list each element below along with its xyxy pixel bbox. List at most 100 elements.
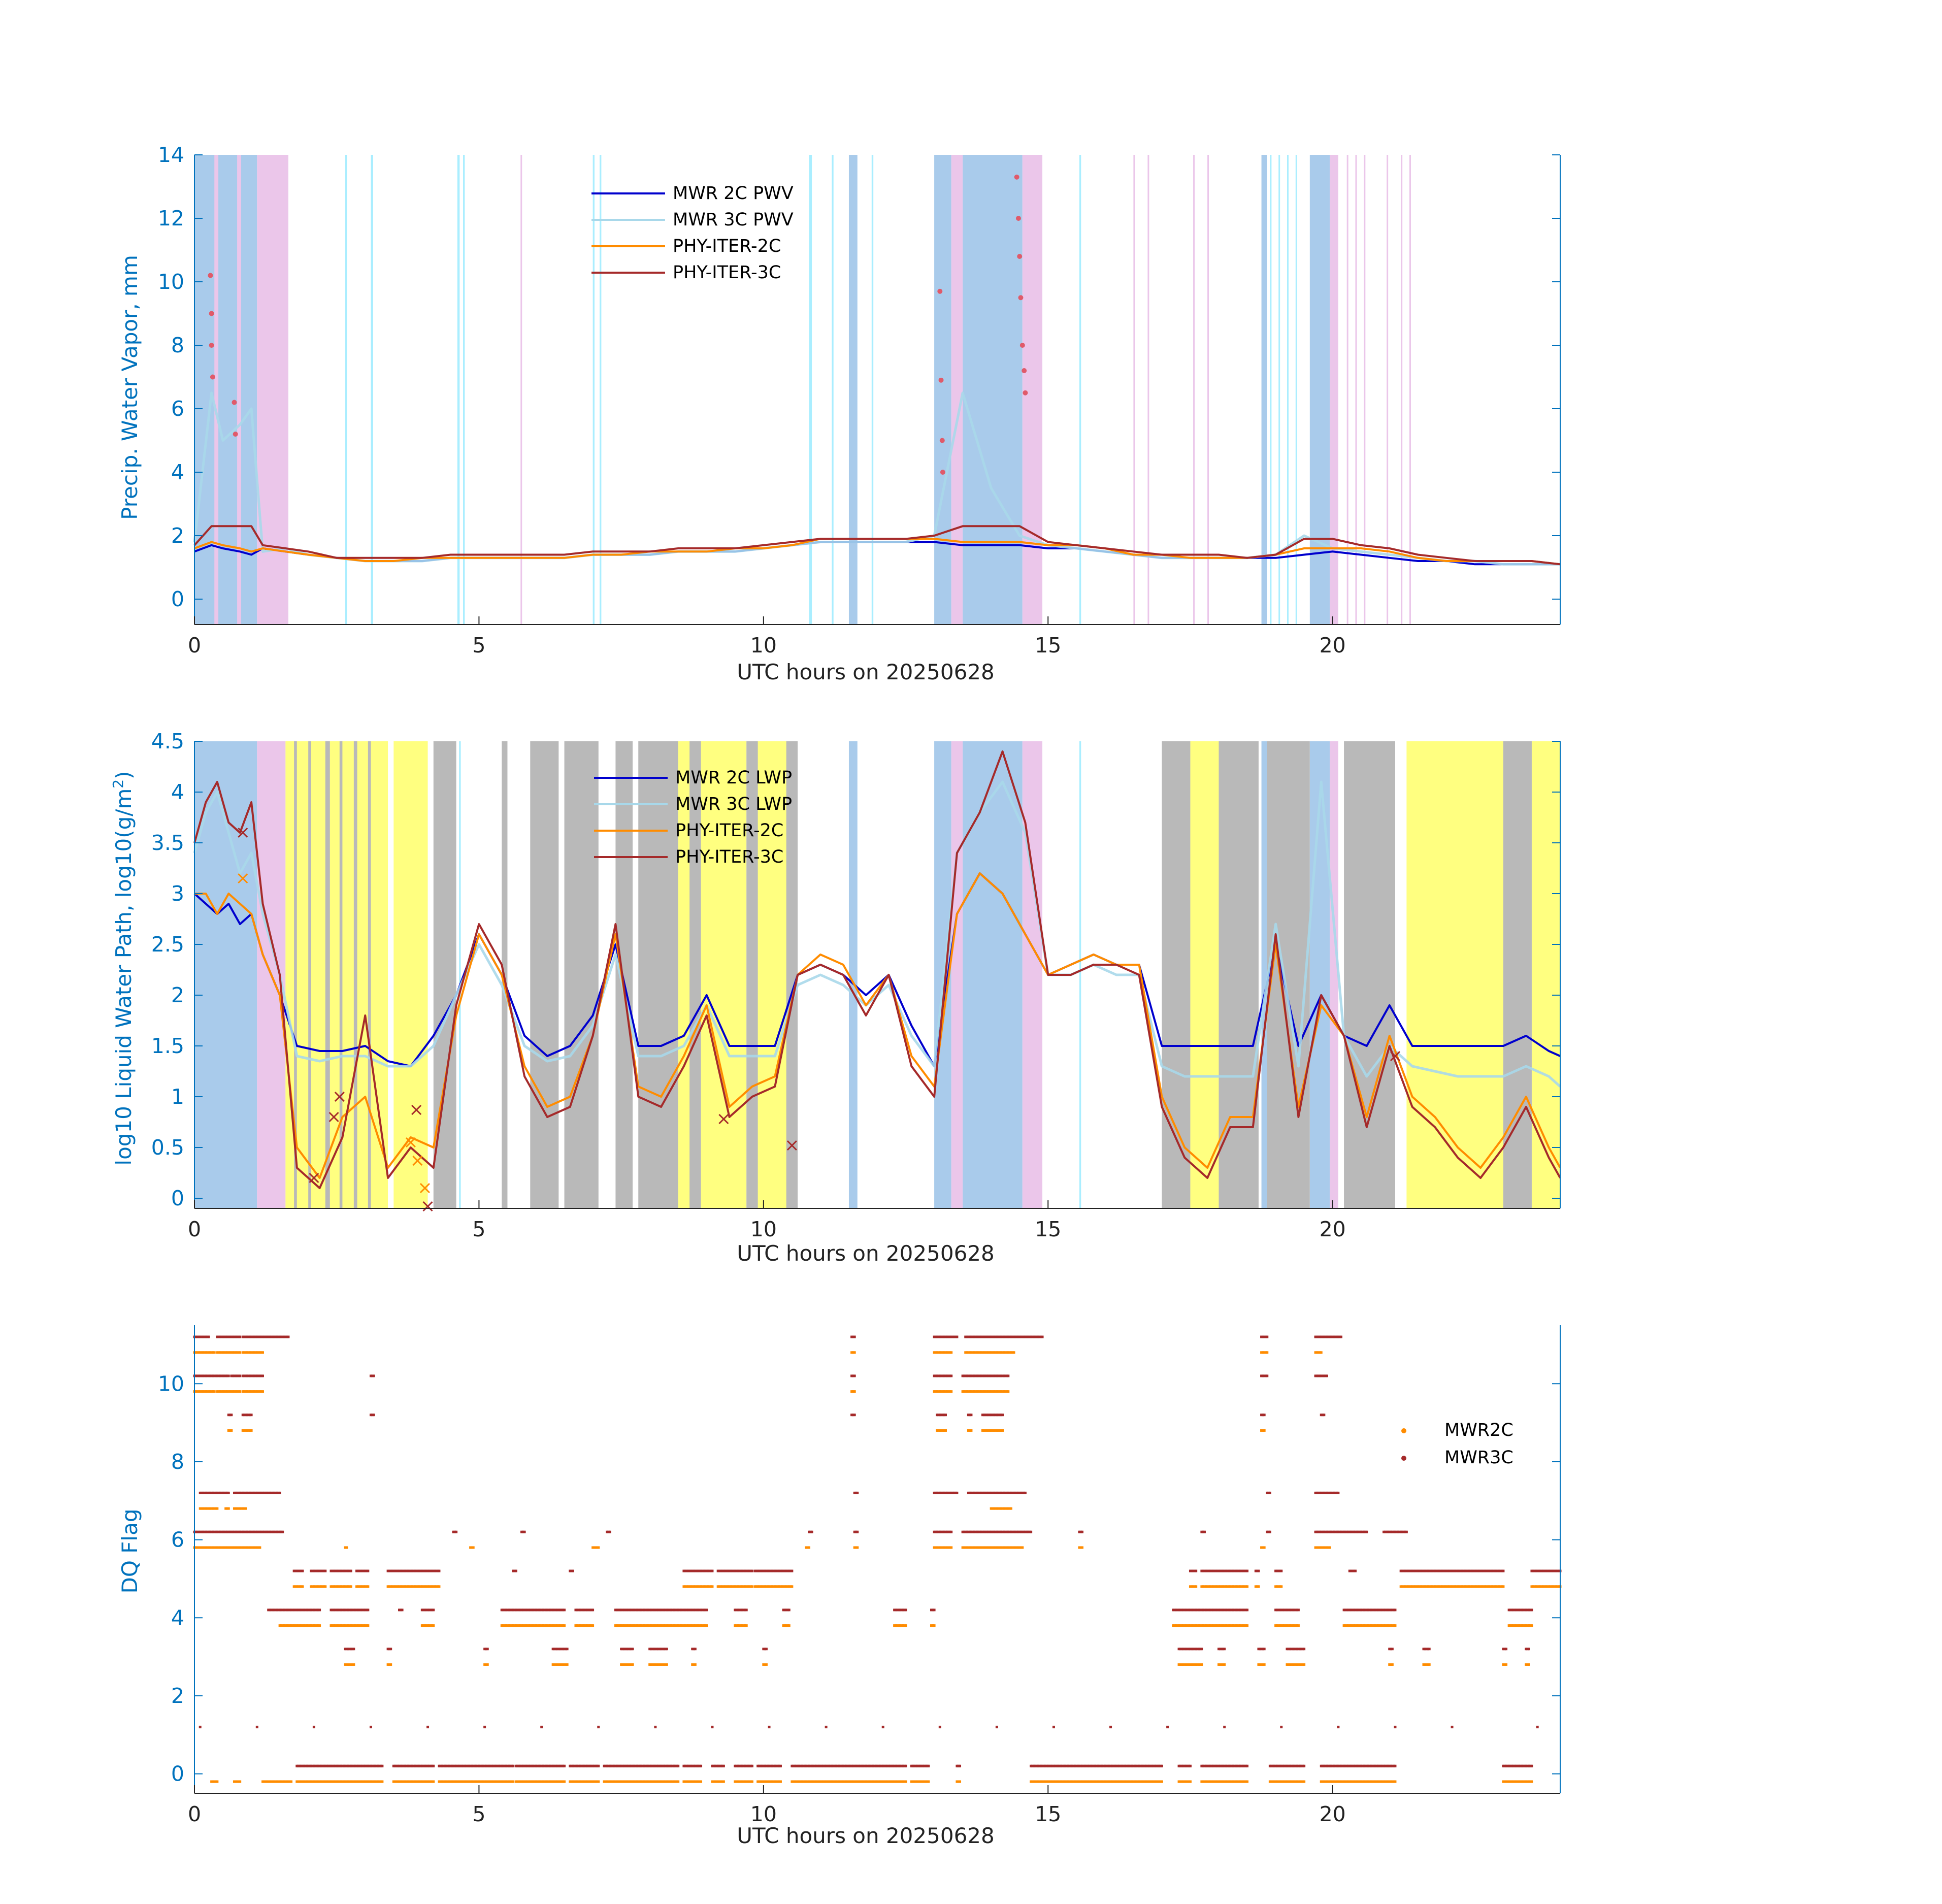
- dq-point-mwr3c: [1328, 1764, 1331, 1767]
- dq-point-mwr3c: [695, 1569, 698, 1572]
- dq-point-mwr3c: [661, 1608, 664, 1612]
- dq-point-mwr2c: [899, 1780, 902, 1783]
- dq-point-mwr2c: [1136, 1780, 1139, 1783]
- dq-point-mwr3c: [347, 1608, 350, 1612]
- dq-point-mwr3c: [1207, 1569, 1210, 1572]
- dq-point-mwr3c: [233, 1530, 236, 1533]
- dq-point-mwr3c: [1016, 1491, 1019, 1494]
- pwv-spike-point: [1022, 368, 1027, 373]
- dq-point-mwr3c: [809, 1764, 812, 1767]
- dq-point-mwr3c: [1241, 1764, 1244, 1767]
- dq-point-mwr2c: [228, 1390, 232, 1393]
- dq-point-mwr3c: [1223, 1764, 1226, 1767]
- dq-point-mwr3c: [1472, 1569, 1475, 1572]
- dq-point-mwr3c: [671, 1608, 674, 1612]
- dq-point-mwr3c: [1030, 1335, 1033, 1338]
- dq-point-mwr3c: [1260, 1374, 1263, 1377]
- dq-point-mwr2c: [216, 1351, 219, 1354]
- dq-point-mwr3c: [223, 1530, 226, 1533]
- dq-point-mwr2c: [947, 1351, 950, 1354]
- dq-point-mwr3c: [608, 1764, 611, 1767]
- dq-point-mwr2c: [578, 1780, 581, 1783]
- dq-point-mwr3c: [975, 1491, 978, 1494]
- dq-point-mwr2c: [319, 1780, 322, 1783]
- dq-point-mwr2c: [512, 1780, 515, 1783]
- dq-point-mwr3c: [1351, 1530, 1354, 1533]
- dq-point-mwr3c: [241, 1335, 244, 1338]
- dq-point-mwr3c: [1334, 1491, 1337, 1494]
- dq-point-mwr3c: [1334, 1764, 1337, 1767]
- dq-point-mwr2c: [423, 1780, 426, 1783]
- dq-point-mwr2c: [1199, 1624, 1202, 1627]
- dq-point-mwr3c: [732, 1569, 735, 1572]
- dq-point-mwr3c: [813, 1764, 816, 1767]
- dq-point-mwr3c: [1274, 1569, 1277, 1572]
- dq-point-mwr3c: [1394, 1764, 1397, 1767]
- dq-point-mwr3c: [731, 1569, 734, 1572]
- dq-point-mwr3c: [1184, 1764, 1188, 1767]
- dq-point-mwr3c: [1454, 1569, 1457, 1572]
- dq-point-mwr2c: [527, 1624, 530, 1627]
- dq-point-mwr3c: [780, 1569, 783, 1572]
- dq-point-mwr2c: [768, 1585, 771, 1588]
- dq-point-mwr2c: [1391, 1780, 1394, 1783]
- dq-point-mwr3c: [536, 1764, 539, 1767]
- dq-point-mwr3c: [246, 1374, 249, 1377]
- dq-point-mwr2c: [364, 1624, 367, 1627]
- dq-point-mwr3c: [325, 1764, 328, 1767]
- dq-point-mwr2c: [743, 1780, 746, 1783]
- dq-point-mwr2c: [620, 1624, 623, 1627]
- dq-point-mwr2c: [558, 1780, 562, 1783]
- dq-point-mwr2c: [335, 1585, 338, 1588]
- dq-point-mwr3c: [429, 1569, 432, 1572]
- dq-point-mwr2c: [1385, 1780, 1388, 1783]
- dq-point-mwr2c: [1237, 1624, 1240, 1627]
- dq-point-mwr3c: [904, 1764, 907, 1767]
- dq-point-mwr3c: [1376, 1608, 1379, 1612]
- dq-point-mwr3c: [1015, 1491, 1018, 1494]
- dq-point-mwr3c: [709, 1569, 712, 1572]
- dq-point-mwr3c: [880, 1764, 883, 1767]
- dq-point-mwr3c: [1473, 1569, 1476, 1572]
- dq-point-mwr2c: [765, 1780, 768, 1783]
- dq-point-mwr3c: [998, 1335, 1001, 1338]
- dq-point-mwr2c: [233, 1507, 236, 1510]
- dq-point-mwr2c: [1341, 1780, 1344, 1783]
- dq-point-mwr2c: [994, 1546, 997, 1549]
- dq-point-mwr3c: [227, 1335, 230, 1338]
- dq-point-mwr3c: [521, 1530, 524, 1533]
- dq-point-mwr3c: [476, 1764, 479, 1767]
- dq-point-mwr3c: [1541, 1569, 1544, 1572]
- dq-point-mwr2c: [791, 1585, 794, 1588]
- dq-point-mwr3c: [1243, 1569, 1246, 1572]
- dq-point-mwr2c: [997, 1351, 1000, 1354]
- dq-point-mwr2c: [833, 1780, 836, 1783]
- dq-point-mwr3c: [1334, 1335, 1337, 1338]
- dq-point-mwr3c: [795, 1764, 798, 1767]
- dq-point-mwr2c: [675, 1780, 678, 1783]
- dq-point-mwr2c: [280, 1624, 283, 1627]
- pwv-spike-point: [937, 288, 943, 294]
- dq-point-mwr2c: [1277, 1624, 1280, 1627]
- dq-point-mwr3c: [375, 1764, 378, 1767]
- dq-point-mwr2c: [1424, 1663, 1427, 1666]
- dq-point-mwr2c: [415, 1780, 418, 1783]
- dq-point-mwr3c: [1530, 1764, 1533, 1767]
- dq-point-mwr3c: [554, 1648, 557, 1651]
- dq-point-mwr2c: [1240, 1624, 1243, 1627]
- dq-point-mwr2c: [693, 1585, 696, 1588]
- dq-point-mwr2c: [1082, 1780, 1085, 1783]
- lwp-x-marker: [238, 827, 248, 838]
- dq-point-mwr3c: [738, 1608, 741, 1612]
- dq-point-mwr3c: [782, 1569, 785, 1572]
- dq-point-mwr3c: [427, 1608, 431, 1612]
- dq-point-mwr3c: [667, 1608, 670, 1612]
- dq-point-mwr2c: [1225, 1624, 1228, 1627]
- dq-point-mwr3c: [540, 1608, 543, 1612]
- dq-point-mwr2c: [196, 1390, 199, 1393]
- dq-point-mwr3c: [812, 1764, 815, 1767]
- dq-point-mwr3c: [369, 1764, 372, 1767]
- dq-point-mwr2c: [948, 1546, 951, 1549]
- dq-point-mwr3c: [234, 1374, 237, 1377]
- dq-point-mwr3c: [978, 1530, 981, 1533]
